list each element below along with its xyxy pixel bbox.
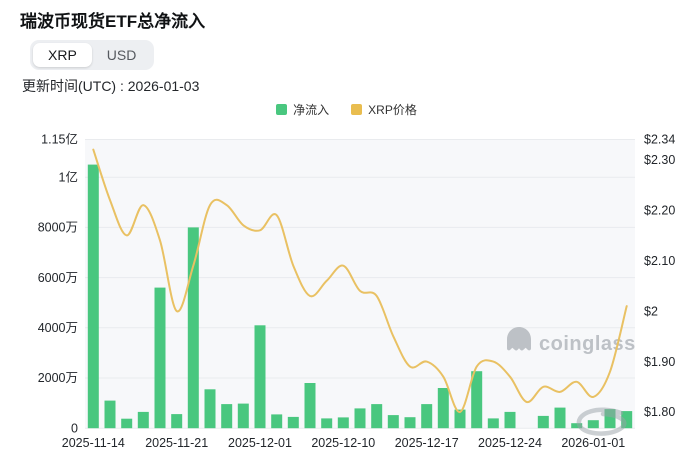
netflow-bar[interactable] [454, 409, 466, 429]
left-axis-tick-label: 0 [71, 421, 78, 435]
netflow-bar[interactable] [387, 415, 399, 429]
legend-item-xrp-price[interactable]: XRP价格 [351, 101, 417, 118]
legend-item-netflow[interactable]: 净流入 [276, 101, 329, 118]
netflow-bar[interactable] [187, 227, 199, 429]
netflow-bar[interactable] [237, 403, 249, 429]
netflow-bar[interactable] [204, 389, 216, 429]
left-axis-tick-label: 2000万 [38, 371, 78, 385]
coinglass-ghost-icon [507, 327, 531, 351]
tab-xrp[interactable]: XRP [33, 43, 92, 67]
netflow-legend-swatch [276, 104, 288, 115]
left-axis-tick-label: 8000万 [38, 221, 78, 235]
x-axis-labels: 2025-11-14 2025-11-21 2025-12-01 2025-12-10… [62, 436, 626, 450]
netflow-bar[interactable] [604, 409, 616, 429]
xrp-price-legend-label: XRP价格 [368, 103, 417, 117]
netflow-bar[interactable] [487, 418, 499, 429]
right-axis-labels: $2.34 $2.30 $2.20 $2.10 $2 $1.90 $1.80 [644, 133, 675, 420]
netflow-bars [87, 164, 633, 429]
right-axis-tick-label: $2.20 [644, 203, 675, 217]
right-axis-tick-label: $1.90 [644, 355, 675, 369]
right-axis-tick-label: $2.34 [644, 133, 675, 147]
netflow-bar[interactable] [337, 417, 349, 429]
x-axis-tick-label: 2025-12-17 [395, 436, 459, 450]
netflow-bar[interactable] [504, 411, 516, 429]
netflow-bar[interactable] [137, 411, 149, 429]
x-axis-tick-label: 2025-11-14 [62, 436, 125, 450]
netflow-bar[interactable] [321, 418, 333, 429]
netflow-bar[interactable] [354, 408, 366, 429]
netflow-bar[interactable] [121, 418, 133, 429]
page-title: 瑞波币现货ETF总净流入 [20, 12, 206, 31]
watermark-text: coinglass [539, 333, 636, 355]
watermark: coinglass [507, 327, 636, 355]
xrp-price-line[interactable] [92, 148, 628, 413]
x-axis-tick-label: 2025-11-21 [145, 436, 208, 450]
update-time-label: 更新时间(UTC) : 2026-01-03 [22, 78, 200, 94]
left-axis-tick-label: 1.15亿 [41, 132, 78, 147]
left-axis-tick-label: 4000万 [38, 321, 78, 335]
right-axis-tick-label: $2.30 [644, 153, 675, 167]
tab-usd[interactable]: USD [92, 43, 152, 67]
left-axis-tick-label: 1亿 [59, 169, 78, 184]
netflow-bar[interactable] [421, 404, 433, 429]
netflow-bar[interactable] [554, 407, 566, 429]
netflow-bar[interactable] [87, 164, 99, 429]
x-axis-tick-label: 2026-01-01 [561, 436, 625, 450]
netflow-bar[interactable] [171, 414, 183, 429]
netflow-bar[interactable] [537, 415, 549, 429]
x-axis-tick-label: 2025-12-10 [311, 436, 375, 450]
netflow-bar[interactable] [254, 325, 266, 429]
left-axis-tick-label: 6000万 [38, 271, 78, 285]
x-axis-tick-label: 2025-12-01 [228, 436, 292, 450]
netflow-bar[interactable] [471, 371, 483, 429]
netflow-bar[interactable] [271, 414, 283, 429]
netflow-bar[interactable] [371, 404, 383, 429]
netflow-bar[interactable] [104, 400, 116, 429]
netflow-bar[interactable] [621, 411, 633, 429]
netflow-bar[interactable] [404, 417, 416, 429]
right-axis-tick-label: $1.80 [644, 405, 675, 419]
x-axis-tick-label: 2025-12-24 [478, 436, 542, 450]
left-axis-labels: 1.15亿 1亿 8000万 6000万 4000万 2000万 0 [38, 132, 78, 436]
netflow-bar[interactable] [287, 416, 299, 429]
currency-toggle: XRP USD [30, 40, 155, 70]
netflow-bar[interactable] [587, 420, 599, 429]
plot-background [85, 139, 635, 429]
right-axis-tick-label: $2 [644, 304, 658, 318]
xrp-price-legend-swatch [351, 104, 363, 115]
chart-legend: 净流入 XRP价格 [0, 101, 693, 118]
netflow-bar[interactable] [571, 423, 583, 429]
netflow-bar[interactable] [437, 388, 449, 429]
netflow-bar[interactable] [221, 404, 233, 429]
netflow-bar[interactable] [154, 287, 166, 429]
netflow-legend-label: 净流入 [293, 103, 330, 117]
scribble-annotation [576, 407, 627, 436]
right-axis-tick-label: $2.10 [644, 254, 675, 268]
netflow-bar[interactable] [304, 383, 316, 429]
